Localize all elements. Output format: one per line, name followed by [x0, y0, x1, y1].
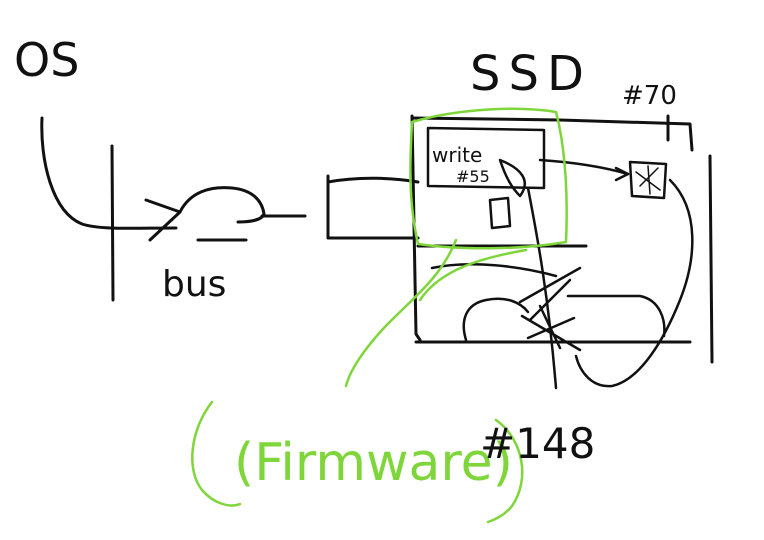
controller-box [426, 126, 546, 230]
nand-chip-bottom [462, 294, 666, 352]
firmware-note: #148 [480, 419, 595, 468]
firmware-label: (Firmware) [234, 433, 513, 493]
interface-connector [326, 174, 420, 240]
ssd-label: SSD [470, 46, 592, 102]
bus-arrow [144, 186, 307, 242]
ssd-note: #70 [622, 81, 677, 111]
firmware-highlight [191, 107, 568, 524]
write-note: write [432, 143, 482, 167]
write-note-sub: #55 [456, 167, 490, 186]
bus-label: bus [162, 264, 226, 305]
os-system-boundary [40, 116, 178, 302]
os-label: OS [14, 33, 79, 87]
data-path-lines [430, 178, 694, 390]
nand-chip-top [538, 158, 668, 200]
